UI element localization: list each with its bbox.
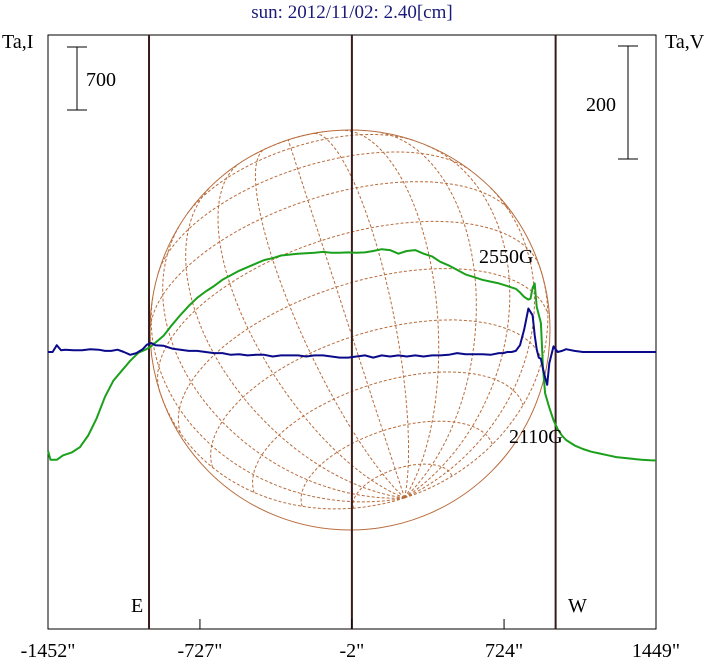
x-tick-label: -1452" [21,640,76,662]
globe-parallel [177,268,549,434]
x-tick-label: 1449" [632,640,680,662]
globe-meridian [404,268,549,499]
globe-meridian [217,163,405,499]
globe-meridian [404,144,511,499]
left-scale-label: 700 [86,69,116,91]
right-scale-bar [618,45,638,160]
globe-meridian [162,223,405,499]
globe-parallel [251,371,524,493]
annotation-2550g: 2550G [479,246,533,268]
left-axis-label: Ta,I [2,31,33,53]
x-tick-label: 724" [485,640,523,662]
globe-parallel [352,463,453,509]
solar-globe [149,129,551,531]
globe-meridian [342,129,440,499]
chart-title: sun: 2012/11/02: 2.40[cm] [251,2,452,23]
right-scale-label: 200 [586,94,616,116]
right-axis-label: Ta,V [665,31,705,53]
globe-meridian [185,186,405,499]
globe-meridian [379,131,477,499]
globe-meridian [150,295,405,503]
intensity-line [47,248,657,462]
globe-parallel [210,319,543,468]
globe-parallel [300,420,493,507]
left-scale-bar [67,46,87,111]
east-limb-label: E [131,595,143,617]
series-group [47,248,657,462]
globe-parallel [187,134,414,214]
globe-meridian [404,185,536,499]
globe-meridian [159,391,405,510]
x-ticks: -1452" -727" -2" 724" 1449" [21,619,680,662]
polarization-line [48,307,656,386]
west-limb-label: W [568,595,587,617]
vertical-lines [148,35,557,629]
globe-parallel [157,151,472,274]
globe-meridian [287,139,406,499]
x-tick-label: -2" [339,640,364,662]
globe-parallel [149,181,514,333]
annotation-2110g: 2110G [509,426,563,448]
globe-parallel [157,220,541,392]
x-tick-label: -727" [178,640,223,662]
globe-parallel [254,131,324,155]
